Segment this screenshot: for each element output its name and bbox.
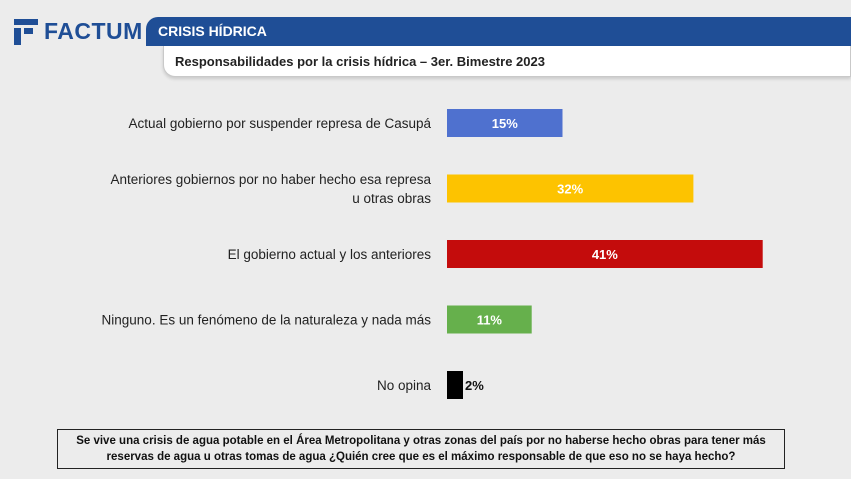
survey-question: Se vive una crisis de agua potable en el… [76,435,766,463]
category-label: El gobierno actual y los anteriores [228,247,432,262]
value-label: 2% [465,378,484,393]
header-banner: CRISIS HÍDRICA [146,17,851,46]
factum-logo-icon [14,18,38,45]
bar-chart: Actual gobierno por suspender represa de… [102,109,763,399]
category-label: Ninguno. Es un fenómeno de la naturaleza… [102,313,432,328]
value-label: 41% [592,247,618,262]
bar [447,109,563,137]
factum-logo: FACTUM [14,18,143,45]
category-label: u otras obras [352,191,431,206]
chart-subtitle: Responsabilidades por la crisis hídrica … [175,54,545,69]
bar [447,174,694,203]
logo-text: FACTUM [44,18,143,44]
value-label: 11% [477,313,503,328]
bar [447,371,463,399]
section-title: CRISIS HÍDRICA [158,23,267,39]
category-label: Actual gobierno por suspender represa de… [129,116,432,131]
bar [447,305,532,334]
category-label: Anteriores gobiernos por no haber hecho … [111,172,432,187]
subtitle-box: Responsabilidades por la crisis hídrica … [163,46,851,77]
value-label: 15% [492,116,518,131]
bar [447,240,763,268]
category-label: No opina [377,378,432,393]
question-box: Se vive una crisis de agua potable en el… [57,429,785,469]
value-label: 32% [557,182,583,197]
